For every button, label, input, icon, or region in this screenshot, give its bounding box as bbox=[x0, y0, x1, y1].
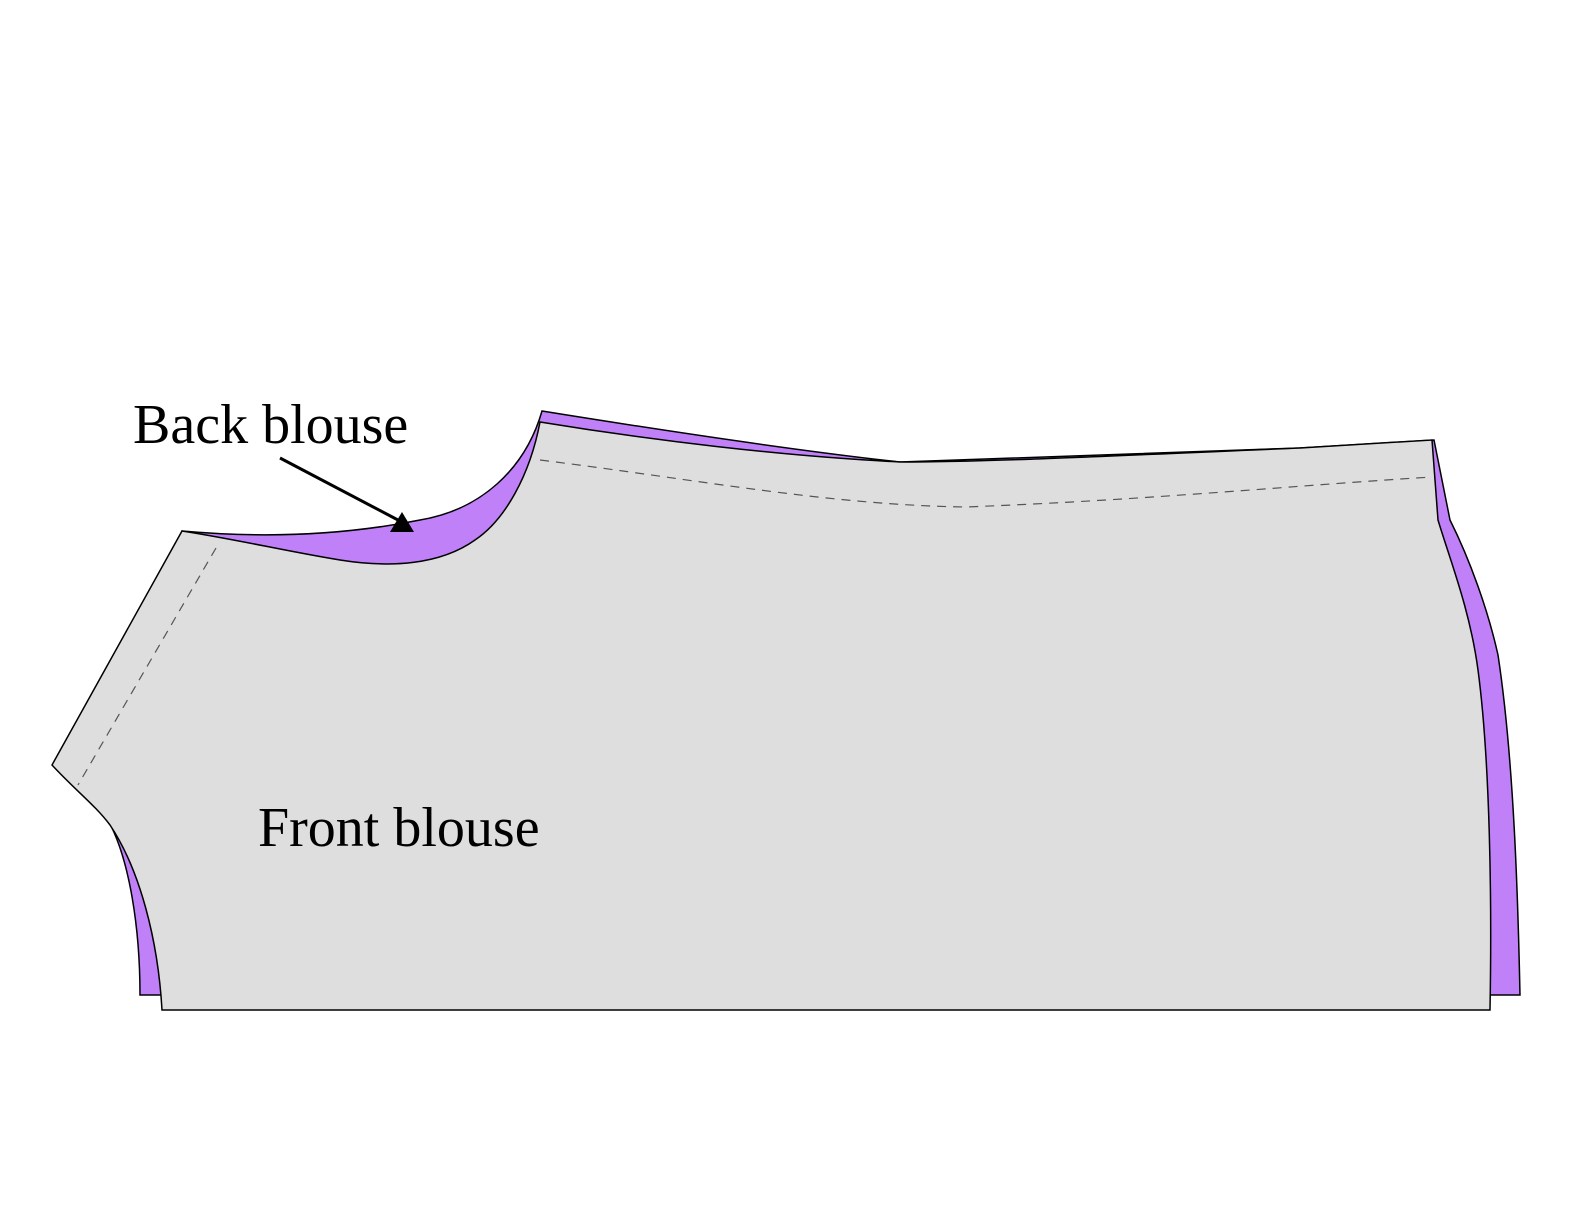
armhole-seam-line bbox=[77, 547, 217, 786]
back-blouse-pointer-line bbox=[279, 456, 399, 522]
shoulder-seam-line bbox=[539, 459, 1433, 508]
front-blouse-piece bbox=[51, 421, 1492, 1011]
back-blouse-label: Back blouse bbox=[133, 394, 408, 456]
back-blouse-pointer-arrowhead bbox=[390, 512, 414, 532]
front-blouse-label: Front blouse bbox=[258, 797, 540, 859]
